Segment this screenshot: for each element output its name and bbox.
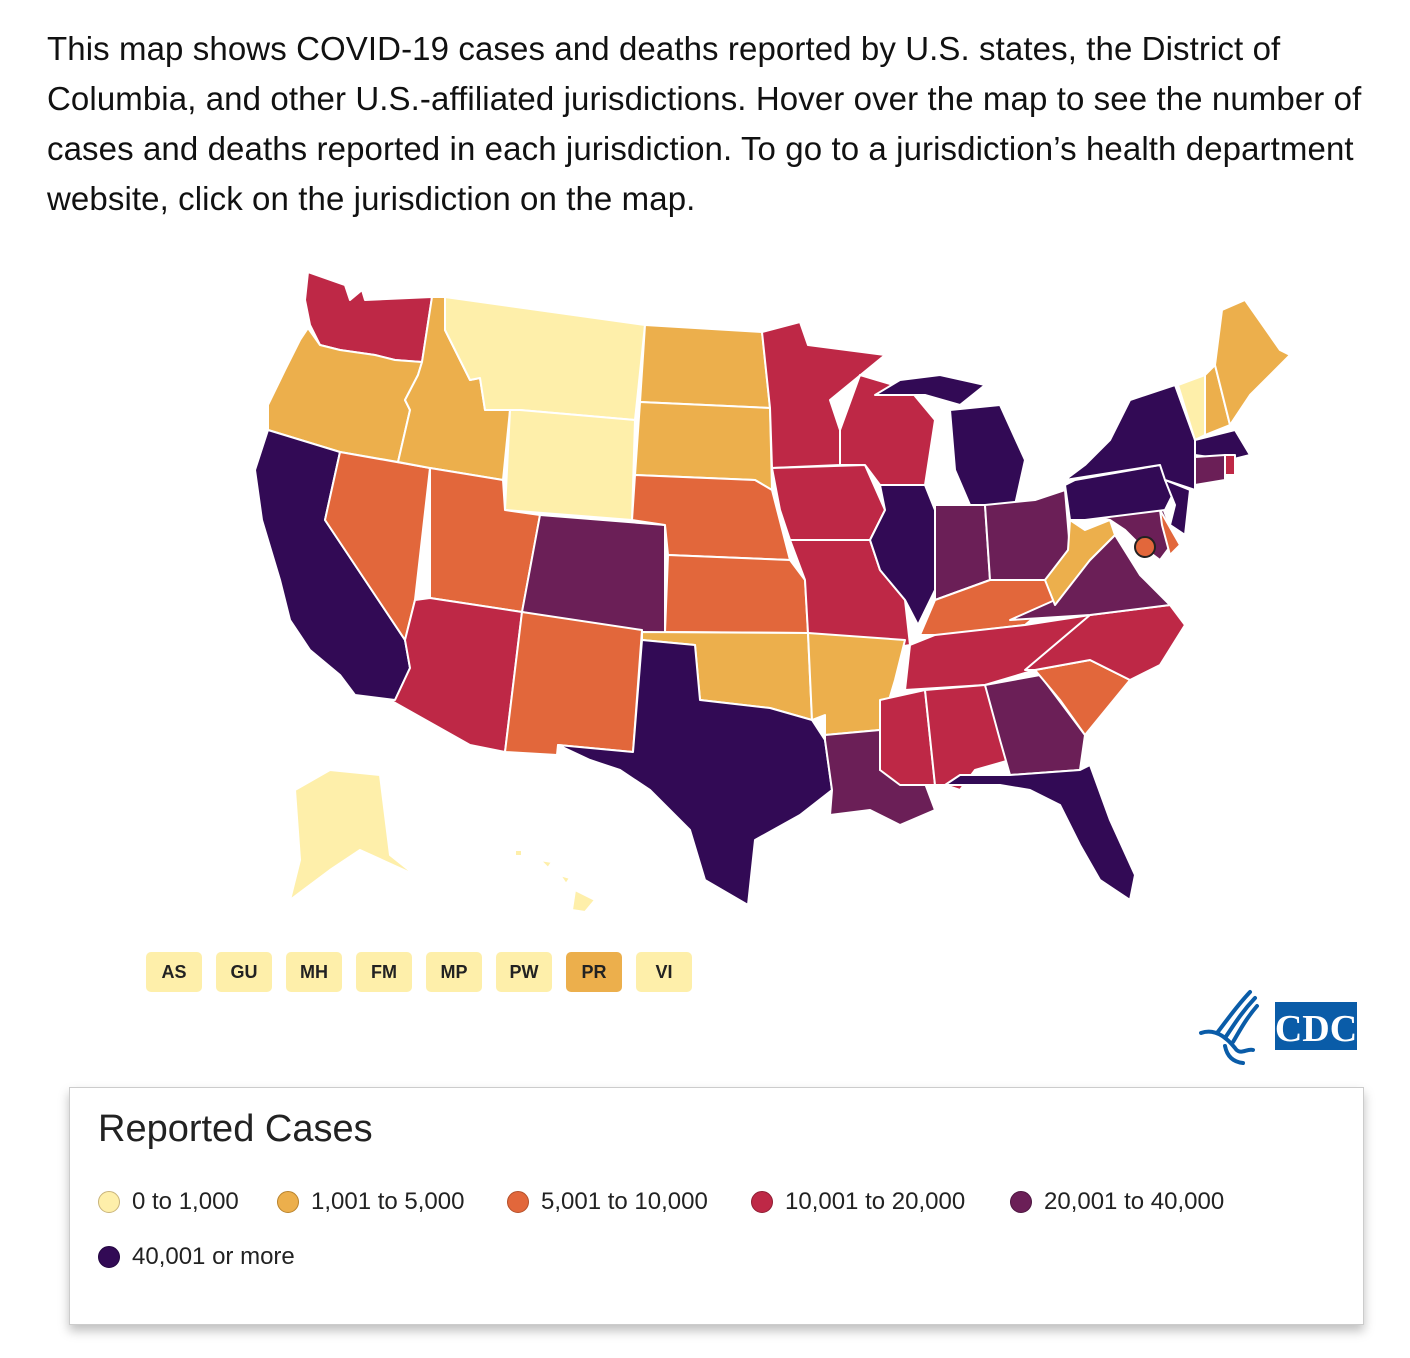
territory-button-mp[interactable]: MP [426, 952, 482, 992]
state-mn[interactable] [761, 321, 886, 469]
legend-item: 0 to 1,000 [98, 1188, 239, 1216]
cdc-logo: CDC [1199, 990, 1357, 1065]
cdc-logo-text: CDC [1275, 1008, 1357, 1050]
state-wy[interactable] [504, 409, 636, 521]
legend-item: 10,001 to 20,000 [751, 1188, 965, 1216]
state-nj[interactable] [1164, 479, 1191, 536]
state-ms[interactable] [879, 689, 936, 786]
state-il[interactable] [869, 484, 936, 626]
state-pa[interactable] [1064, 464, 1176, 521]
legend-panel: Reported Cases 0 to 1,000 1,001 to 5,000 5… [69, 1087, 1364, 1325]
territory-button-as[interactable]: AS [146, 952, 202, 992]
legend-label: 10,001 to 20,000 [785, 1188, 966, 1215]
state-dc-marker[interactable] [1134, 536, 1156, 558]
territory-button-fm[interactable]: FM [356, 952, 412, 992]
legend-swatch [507, 1191, 529, 1213]
us-map[interactable] [0, 0, 1410, 1000]
intro-text: This map shows COVID-19 cases and deaths… [47, 30, 1362, 217]
legend-label: 5,001 to 10,000 [541, 1188, 708, 1215]
state-nm[interactable] [504, 611, 643, 756]
state-fl[interactable] [944, 764, 1136, 901]
state-ri[interactable] [1224, 454, 1236, 476]
legend-swatch [98, 1246, 120, 1268]
state-ak[interactable] [289, 769, 416, 901]
state-az[interactable] [389, 597, 523, 753]
state-ct[interactable] [1194, 454, 1226, 486]
state-ks[interactable] [664, 554, 809, 634]
legend-item: 1,001 to 5,000 [277, 1188, 464, 1216]
legend-swatch [277, 1191, 299, 1213]
legend-item: 5,001 to 10,000 [507, 1188, 708, 1216]
territory-button-mh[interactable]: MH [286, 952, 342, 992]
legend-item: 20,001 to 40,000 [1010, 1188, 1224, 1216]
territory-button-pr[interactable]: PR [566, 952, 622, 992]
state-ny[interactable] [1064, 384, 1196, 491]
territory-button-pw[interactable]: PW [496, 952, 552, 992]
legend-item: 40,001 or more [98, 1243, 295, 1271]
territory-button-vi[interactable]: VI [636, 952, 692, 992]
state-nd[interactable] [639, 324, 771, 409]
legend-swatch [1010, 1191, 1032, 1213]
legend-label: 20,001 to 40,000 [1044, 1188, 1225, 1215]
state-de[interactable] [1159, 509, 1181, 556]
state-me[interactable] [1214, 299, 1291, 426]
legend-label: 1,001 to 5,000 [311, 1188, 465, 1215]
state-hi[interactable] [514, 849, 596, 913]
legend-title: Reported Cases [98, 1108, 373, 1150]
state-tx[interactable] [557, 639, 833, 906]
state-mt[interactable] [444, 296, 646, 421]
hhs-eagle-icon [1199, 990, 1259, 1065]
territory-button-gu[interactable]: GU [216, 952, 272, 992]
legend-label: 0 to 1,000 [132, 1188, 239, 1215]
legend-label: 40,001 or more [132, 1243, 295, 1270]
state-ia[interactable] [771, 464, 886, 541]
state-ma[interactable] [1194, 429, 1251, 461]
legend-swatch [98, 1191, 120, 1213]
legend-swatch [751, 1191, 773, 1213]
